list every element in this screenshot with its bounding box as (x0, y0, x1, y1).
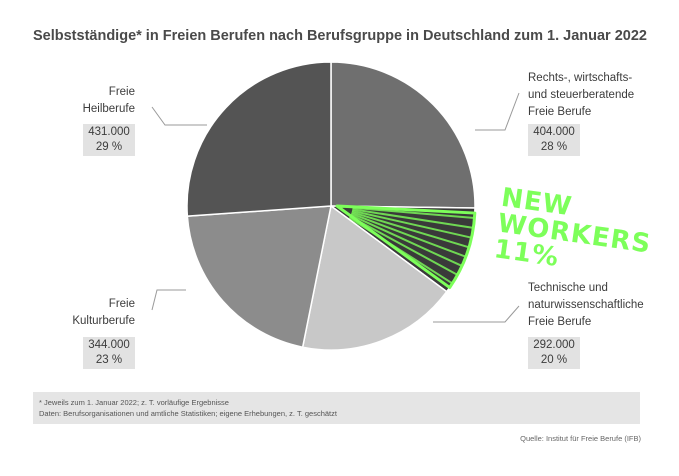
label-heilberufe-line2: Heilberufe (82, 103, 135, 115)
pie-slice-freie-heilberufe (186, 61, 332, 217)
label-kulturberufe: Freie Kulturberufe (72, 296, 135, 330)
label-technische: Technische und naturwissenschaftliche Fr… (528, 280, 644, 331)
value-box-technische: 292.000 20 % (528, 337, 580, 369)
label-kulturberufe-line2: Kulturberufe (72, 315, 135, 327)
label-heilberufe: Freie Heilberufe (83, 84, 135, 118)
annotation-hatch-line (352, 206, 475, 219)
value-technische: 292.000 (533, 339, 575, 351)
source-note: Quelle: Institut für Freie Berufe (IFB) (520, 434, 641, 443)
value-box-rechtsberufe: 404.000 28 % (528, 124, 580, 156)
leader-line-technische (433, 305, 520, 323)
footnote-box: * Jeweils zum 1. Januar 2022; z. T. vorl… (33, 392, 640, 424)
label-rechtsberufe: Rechts-, wirtschafts- und steuerberatend… (528, 70, 634, 121)
pie-slice-rechts-wirtschafts-und-steuerberatende-freie-berufe (330, 61, 476, 209)
percent-technische: 20 % (540, 354, 568, 366)
label-heilberufe-line1: Freie (108, 86, 135, 98)
value-kulturberufe: 344.000 (88, 339, 130, 351)
value-box-kulturberufe: 344.000 23 % (83, 337, 135, 369)
leader-line-heilberufe (151, 106, 207, 126)
percent-rechtsberufe: 28 % (540, 141, 568, 153)
annotation-hatch-line (352, 208, 474, 229)
value-box-heilberufe: 431.000 29 % (83, 124, 135, 156)
annotation-scribble (335, 204, 477, 290)
pie-slice-technische-und-naturwissenschaftliche-freie-berufe (301, 204, 448, 351)
annotation-hatch-line (348, 216, 453, 285)
percent-kulturberufe: 23 % (95, 354, 123, 366)
value-heilberufe: 431.000 (88, 126, 130, 138)
label-technische-line3: Freie Berufe (528, 316, 592, 328)
leader-line-rechtsberufe (475, 92, 520, 131)
annotation-hatch-line (350, 212, 467, 258)
chart-title: Selbstständige* in Freien Berufen nach B… (33, 28, 647, 44)
label-rechtsberufe-line2: und steuerberatende (528, 89, 635, 101)
label-rechtsberufe-line1: Rechts-, wirtschafts- (528, 72, 633, 84)
annotation-hatch-line (351, 209, 472, 239)
footnote-line2: Daten: Berufsorganisationen und amtliche… (39, 409, 337, 418)
label-kulturberufe-line1: Freie (108, 298, 135, 310)
value-rechtsberufe: 404.000 (533, 126, 575, 138)
percent-heilberufe: 29 % (95, 141, 123, 153)
annotation-hatch-line (351, 211, 470, 249)
label-technische-line1: Technische und (528, 282, 608, 294)
leader-line-kulturberufe (151, 289, 186, 311)
label-rechtsberufe-line3: Freie Berufe (528, 106, 592, 118)
annotation-hatch-line (350, 214, 463, 267)
pie-slice-freie-kulturberufe (186, 205, 332, 349)
annotation-hatch-line (349, 215, 458, 276)
footnote-line1: * Jeweils zum 1. Januar 2022; z. T. vorl… (39, 398, 229, 407)
label-technische-line2: naturwissenschaftliche (528, 299, 644, 311)
